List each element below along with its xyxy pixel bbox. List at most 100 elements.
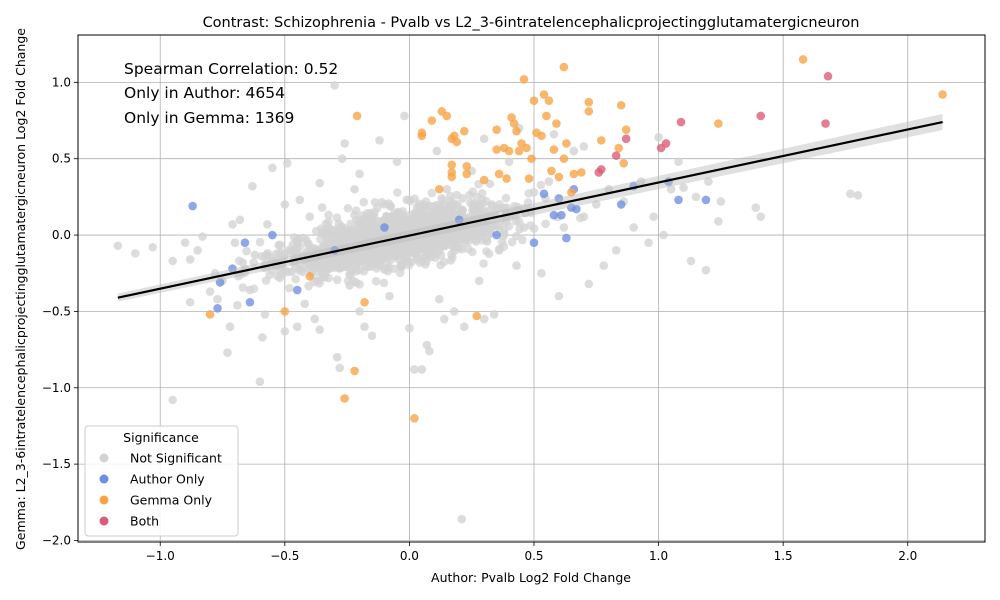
data-point xyxy=(268,163,277,173)
legend-marker xyxy=(99,495,109,505)
cloud-point xyxy=(422,256,431,266)
data-point xyxy=(529,238,539,247)
data-point xyxy=(295,195,305,205)
data-point xyxy=(355,169,364,179)
cloud-point xyxy=(418,211,428,221)
data-point xyxy=(322,261,332,270)
data-point xyxy=(514,146,524,156)
data-point xyxy=(584,107,594,116)
cloud-point xyxy=(275,240,285,249)
cloud-point xyxy=(362,209,372,218)
y-tick-label: −2.0 xyxy=(42,533,71,547)
data-point xyxy=(245,285,255,295)
cloud-point xyxy=(313,276,322,285)
data-point xyxy=(474,276,484,286)
data-point xyxy=(596,136,606,145)
data-point xyxy=(375,136,384,145)
data-point xyxy=(459,322,469,331)
data-point xyxy=(559,154,569,163)
x-tick-label: −0.5 xyxy=(270,549,299,563)
cloud-point xyxy=(475,208,485,217)
legend-marker xyxy=(99,453,109,463)
legend-marker xyxy=(99,474,109,484)
data-point xyxy=(380,200,389,209)
cloud-point xyxy=(291,263,300,273)
data-point xyxy=(287,246,297,255)
cloud-point xyxy=(469,208,479,217)
data-point xyxy=(649,212,658,222)
cloud-point xyxy=(372,242,382,251)
data-point xyxy=(489,310,499,319)
data-point xyxy=(691,192,701,202)
x-tick-label: 2.0 xyxy=(898,549,917,563)
legend-box xyxy=(84,425,239,537)
data-point xyxy=(462,162,472,171)
cloud-point xyxy=(465,231,474,240)
data-point xyxy=(539,189,549,199)
cloud-point xyxy=(304,281,313,291)
data-point xyxy=(492,230,501,240)
data-point xyxy=(230,238,240,247)
data-point xyxy=(350,184,359,194)
y-tick-label: −0.5 xyxy=(42,304,71,318)
data-point xyxy=(405,323,414,333)
data-point xyxy=(479,314,489,324)
cloud-point xyxy=(291,274,301,284)
data-point xyxy=(674,195,683,205)
data-point xyxy=(392,157,402,167)
data-point xyxy=(629,223,638,232)
cloud-point xyxy=(458,194,467,203)
data-point xyxy=(410,365,419,374)
data-point xyxy=(188,201,197,211)
data-point xyxy=(439,314,449,324)
plot-frame xyxy=(77,34,986,543)
cloud-point xyxy=(382,241,391,250)
data-point xyxy=(228,220,237,229)
y-tick-label: 0.0 xyxy=(52,228,71,242)
data-point xyxy=(611,246,621,255)
data-point xyxy=(255,377,265,386)
data-point xyxy=(572,204,581,214)
x-tick-label: 1.5 xyxy=(774,549,793,563)
data-point xyxy=(751,203,761,212)
data-point xyxy=(185,297,195,307)
data-point xyxy=(494,169,504,179)
data-point xyxy=(552,119,561,128)
legend: Significance Not Significant Author Only G… xyxy=(84,425,239,537)
cloud-point xyxy=(464,244,473,254)
data-point xyxy=(579,142,589,151)
data-point xyxy=(559,62,569,72)
cloud-point xyxy=(495,200,504,209)
data-point xyxy=(621,125,631,134)
data-point xyxy=(544,177,554,186)
data-point xyxy=(442,111,452,121)
data-point xyxy=(701,265,711,275)
data-point xyxy=(360,322,369,331)
data-point xyxy=(512,126,521,136)
data-point xyxy=(487,200,496,209)
x-tick-label: 0.0 xyxy=(400,549,419,563)
data-point xyxy=(148,242,158,252)
data-point xyxy=(400,111,409,121)
data-point xyxy=(504,146,514,156)
x-tick-label: −1.0 xyxy=(146,549,175,563)
data-point xyxy=(492,125,501,134)
cloud-point xyxy=(446,256,456,265)
data-point xyxy=(542,111,551,121)
data-point xyxy=(492,145,501,154)
cloud-point xyxy=(255,237,265,247)
data-point xyxy=(846,189,855,199)
cloud-point xyxy=(351,278,361,288)
cloud-point xyxy=(328,233,338,242)
data-point xyxy=(417,365,427,374)
data-point xyxy=(350,366,359,376)
cloud-point xyxy=(437,194,446,203)
data-point xyxy=(233,300,242,310)
x-tick-label: 1.0 xyxy=(649,549,668,563)
cloud-point xyxy=(343,204,353,213)
data-point xyxy=(614,143,624,153)
data-point xyxy=(280,200,290,209)
data-point xyxy=(537,268,546,278)
data-point xyxy=(522,143,531,153)
